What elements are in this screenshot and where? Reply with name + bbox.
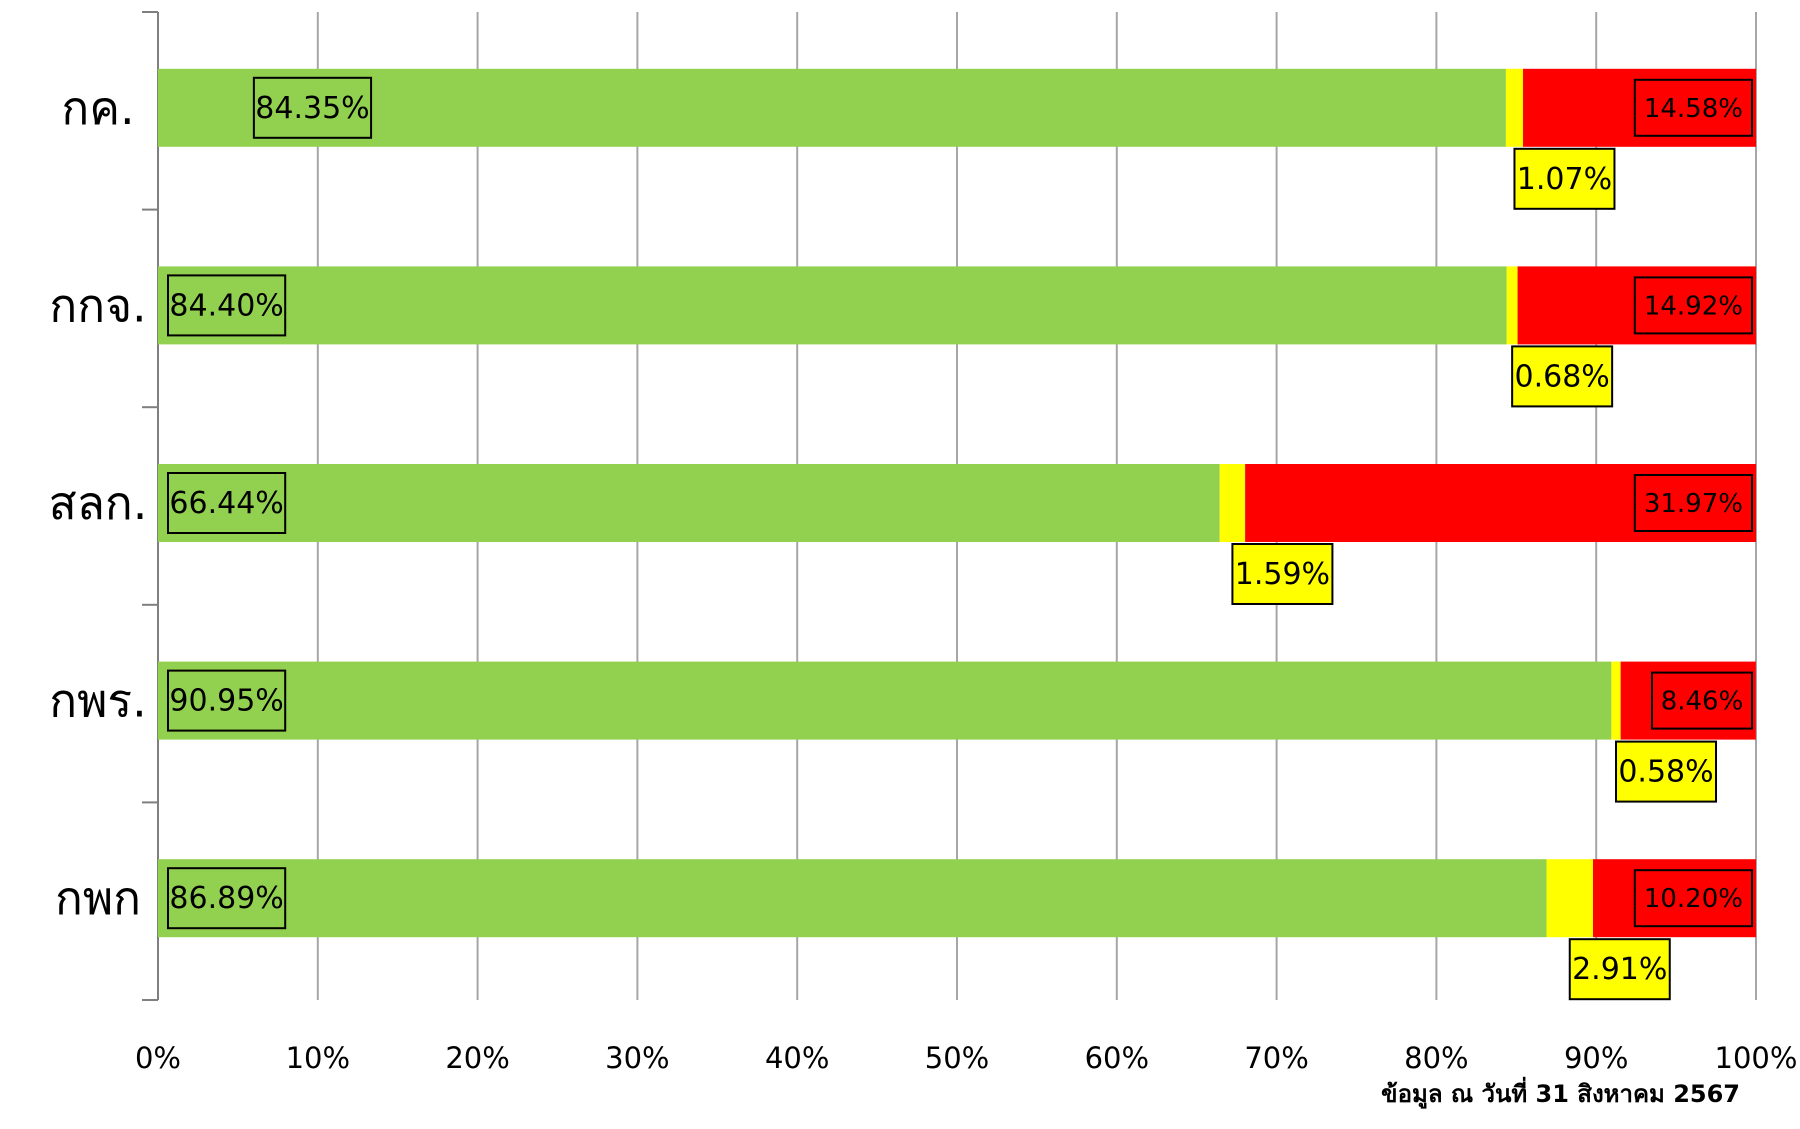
data-label-box [167, 867, 287, 930]
data-label: 90.95% [169, 684, 283, 719]
data-label: 0.58% [1618, 755, 1713, 790]
data-date-note: ข้อมูล ณ วันที่ 31 สิงหาคม 2567 [1381, 1080, 1740, 1108]
data-label: 10.20% [1644, 884, 1743, 914]
data-label: 66.44% [169, 486, 283, 521]
x-tick-label: 0% [135, 1041, 181, 1075]
data-label-box [1633, 276, 1754, 335]
x-tick-label: 80% [1404, 1041, 1468, 1075]
data-label: 14.58% [1644, 94, 1743, 124]
x-tick-label: 100% [1715, 1041, 1798, 1075]
data-label-box [167, 274, 287, 337]
bar-segment [158, 661, 1612, 740]
data-label: 84.35% [255, 91, 369, 126]
category-label: กกจ. [49, 278, 146, 332]
data-label-box [1513, 147, 1616, 210]
category-label: กพร. [49, 674, 147, 728]
data-label: 0.68% [1514, 359, 1609, 394]
bar-segment [1546, 859, 1594, 938]
data-label: 2.91% [1572, 952, 1667, 987]
category-label: กพก [55, 871, 141, 925]
data-label: 14.92% [1644, 291, 1743, 321]
bar-segment [1219, 464, 1246, 542]
data-label-box [1633, 869, 1754, 928]
bar-segment [158, 68, 1506, 147]
data-labels: 84.35% 1.07% 14.58% 84.40% 0.68% 14.92% 66.44%… [167, 76, 1754, 1001]
data-label: 1.59% [1235, 557, 1330, 592]
bar-segment [158, 464, 1220, 542]
bar-segment [1611, 661, 1621, 740]
tick-labels: 0% 10% 20% 30% 40% 50% 60% 70% 80% 90% 100% กค. กกจ.… [49, 81, 1798, 1075]
bar-segment [158, 266, 1507, 345]
data-label-box [252, 76, 373, 139]
x-tick-label: 60% [1085, 1041, 1149, 1075]
category-label: สลก. [49, 476, 148, 530]
data-label-box [167, 472, 287, 534]
data-label: 84.40% [169, 288, 283, 323]
data-label-box [1568, 938, 1671, 1001]
data-label-box [1511, 345, 1614, 408]
data-label-box [167, 669, 287, 732]
x-tick-label: 70% [1244, 1041, 1308, 1075]
data-label: 86.89% [169, 881, 283, 916]
data-label-box [1231, 543, 1334, 605]
data-label: 1.07% [1517, 162, 1612, 197]
data-label-box [1633, 474, 1754, 532]
x-tick-label: 50% [925, 1041, 989, 1075]
bar-segment [1506, 266, 1518, 345]
data-label-box [1633, 78, 1754, 137]
category-label: กค. [61, 81, 134, 135]
data-label: 8.46% [1661, 687, 1744, 717]
x-tick-label: 90% [1564, 1041, 1628, 1075]
x-tick-label: 40% [765, 1041, 829, 1075]
x-tick-label: 10% [286, 1041, 350, 1075]
bar-segment [1505, 68, 1524, 147]
data-label-box [1651, 671, 1753, 730]
data-label-box [1615, 740, 1718, 803]
x-tick-label: 30% [605, 1041, 669, 1075]
data-label: 31.97% [1644, 489, 1743, 519]
x-tick-label: 20% [445, 1041, 509, 1075]
bar-segment [158, 859, 1547, 938]
